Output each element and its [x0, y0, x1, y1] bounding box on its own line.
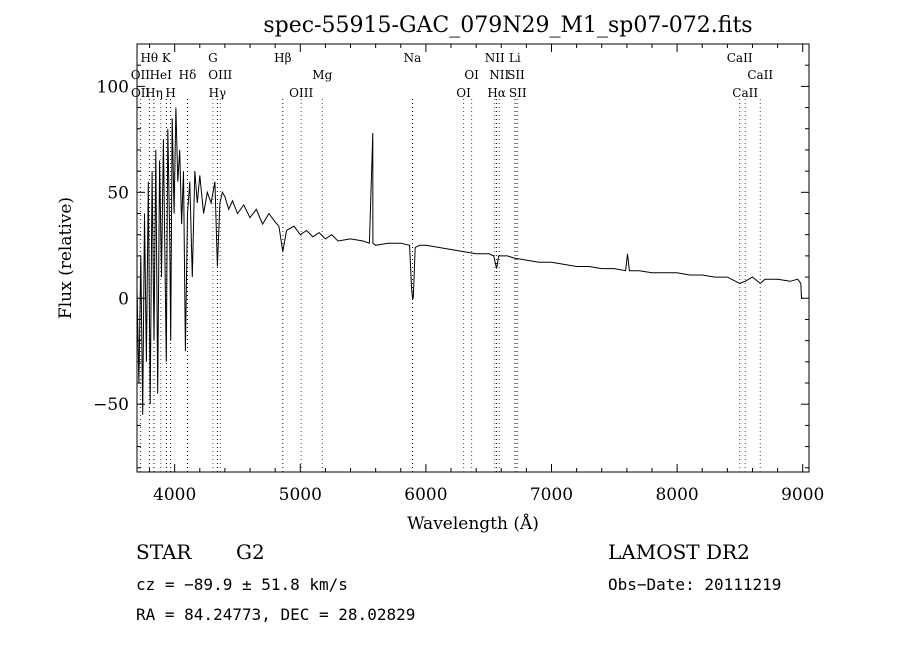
y-tick-label: 50 — [107, 183, 129, 203]
x-tick-label: 4000 — [153, 485, 196, 505]
spectral-line-label: OIII — [289, 86, 313, 100]
subclass: G2 — [236, 540, 265, 564]
spectral-line-label: Hβ — [274, 51, 291, 65]
spectral-line-label: Mg — [312, 68, 332, 82]
spectral-line-label: HeI — [150, 68, 173, 82]
spectral-line-label: Hα — [487, 86, 506, 100]
spectral-line-label: K — [162, 51, 172, 65]
spectral-line-label: SII — [509, 86, 527, 100]
spectral-line-label: Hθ — [140, 51, 158, 65]
obs-date: Obs−Date: 20111219 — [608, 575, 782, 594]
y-axis-label: Flux (relative) — [56, 197, 76, 319]
y-tick-label: 0 — [118, 289, 129, 309]
spectral-line-label: OII — [131, 86, 151, 100]
spectral-line-label: OII — [131, 68, 151, 82]
chart-title: spec-55915-GAC_079N29_M1_sp07-072.fits — [263, 13, 752, 38]
spectral-line-label: Li — [509, 51, 521, 65]
spectral-line-label: OI — [456, 86, 471, 100]
survey-name: LAMOST DR2 — [608, 540, 750, 564]
spectral-line-label: G — [208, 51, 218, 65]
spectral-line-label: H — [165, 86, 175, 100]
y-tick-label: 100 — [97, 77, 129, 97]
spectral-line-label: NII — [489, 68, 509, 82]
redshift-cz: cz = −89.9 ± 51.8 km/s — [136, 575, 348, 594]
x-tick-label: 8000 — [655, 485, 698, 505]
coordinates: RA = 84.24773, DEC = 28.02829 — [136, 605, 416, 624]
spectral-line-label: NII — [485, 51, 505, 65]
spectral-line-label: OI — [464, 68, 479, 82]
x-tick-label: 5000 — [279, 485, 322, 505]
spectral-line-label: CaII — [727, 51, 753, 65]
spectral-line-label: Na — [404, 51, 422, 65]
spectrum-line — [136, 107, 803, 415]
y-tick-label: −50 — [93, 395, 129, 415]
x-tick-label: 6000 — [404, 485, 447, 505]
x-tick-label: 7000 — [530, 485, 573, 505]
spectral-line-label: CaII — [747, 68, 773, 82]
plot-frame — [136, 43, 810, 473]
spectral-line-label: Hη — [145, 86, 163, 100]
x-tick-label: 9000 — [781, 485, 824, 505]
object-type: STAR — [136, 540, 192, 564]
spectral-line-label: CaII — [732, 86, 758, 100]
spectral-line-label: SII — [507, 68, 525, 82]
spectral-line-label: OIII — [208, 68, 232, 82]
spectral-line-label: Hγ — [209, 86, 227, 100]
x-axis-label: Wavelength (Å) — [407, 513, 539, 534]
spectral-line-label: Hδ — [179, 68, 197, 82]
